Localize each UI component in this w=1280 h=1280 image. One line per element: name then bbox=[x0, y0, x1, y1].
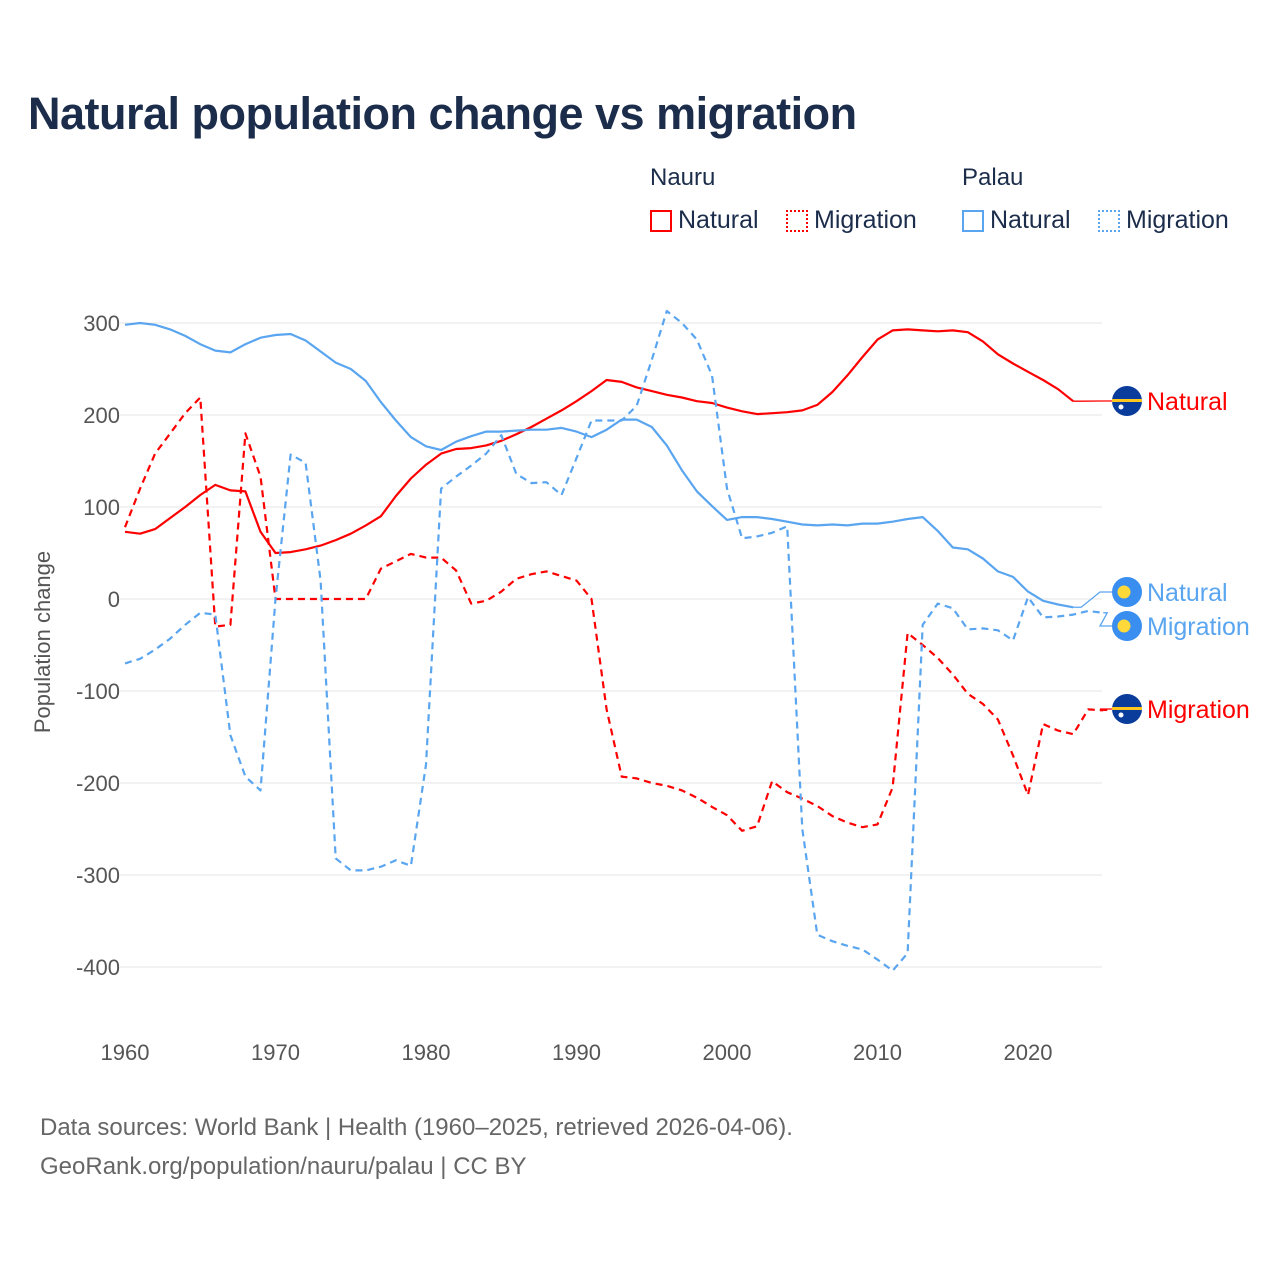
label-connector bbox=[1099, 708, 1112, 711]
nauru-flag-stripe bbox=[1112, 399, 1142, 402]
end-label-palau-natural: Natural bbox=[1147, 579, 1228, 607]
palau-flag-disc bbox=[1117, 585, 1131, 599]
x-tick-label: 1990 bbox=[552, 1040, 601, 1065]
chart-title: Natural population change vs migration bbox=[28, 88, 857, 139]
data-source: Data sources: World Bank | Health (1960–… bbox=[40, 1114, 793, 1141]
y-tick-label: -300 bbox=[76, 863, 120, 888]
y-tick-label: -200 bbox=[76, 771, 120, 796]
series-line-palau-natural bbox=[124, 321, 1074, 609]
legend-label: Natural bbox=[990, 206, 1071, 234]
nauru-flag-star bbox=[1118, 712, 1124, 718]
dotted-swatch-icon bbox=[786, 209, 808, 232]
legend-label: Natural bbox=[678, 206, 759, 234]
y-tick-label: 0 bbox=[108, 587, 120, 612]
series-line-palau-migration bbox=[124, 309, 1104, 972]
nauru-flag-star bbox=[1118, 404, 1124, 410]
source-link[interactable]: GeoRank.org/population/nauru/palau | CC … bbox=[40, 1153, 527, 1180]
legend-palau-migration[interactable]: Migration bbox=[1098, 206, 1229, 235]
x-tick-label: 2000 bbox=[703, 1040, 752, 1065]
palau-flag-disc bbox=[1117, 619, 1131, 633]
y-axis-label: Population change bbox=[30, 551, 55, 733]
legend-group-palau: Palau bbox=[962, 164, 1024, 191]
series-line-nauru-natural bbox=[124, 328, 1074, 555]
label-connector bbox=[1073, 591, 1112, 608]
x-tick-label: 2010 bbox=[853, 1040, 902, 1065]
solid-swatch-icon bbox=[650, 209, 672, 232]
footer: Data sources: World Bank | Health (1960–… bbox=[40, 1108, 793, 1186]
y-tick-label: 200 bbox=[83, 403, 120, 428]
y-tick-label: -100 bbox=[76, 679, 120, 704]
y-tick-label: 300 bbox=[83, 311, 120, 336]
legend-label: Migration bbox=[1126, 206, 1229, 234]
end-label-palau-migration: Migration bbox=[1147, 613, 1250, 641]
legend-label: Migration bbox=[814, 206, 917, 234]
x-tick-label: 2020 bbox=[1004, 1040, 1053, 1065]
legend-palau-natural[interactable]: Natural bbox=[962, 206, 1071, 235]
y-tick-label: 100 bbox=[83, 495, 120, 520]
x-tick-label: 1960 bbox=[101, 1040, 150, 1065]
legend-nauru-natural[interactable]: Natural bbox=[650, 206, 759, 235]
series-line-nauru-migration bbox=[123, 396, 1104, 832]
nauru-flag-stripe bbox=[1112, 707, 1142, 710]
label-connector bbox=[1098, 612, 1112, 627]
end-label-nauru-natural: Natural bbox=[1147, 388, 1228, 416]
dotted-swatch-icon bbox=[1098, 209, 1120, 232]
x-tick-label: 1980 bbox=[402, 1040, 451, 1065]
end-label-nauru-migration: Migration bbox=[1147, 696, 1250, 724]
y-tick-label: -400 bbox=[76, 955, 120, 980]
x-tick-label: 1970 bbox=[251, 1040, 300, 1065]
legend-group-nauru: Nauru bbox=[650, 164, 716, 191]
solid-swatch-icon bbox=[962, 209, 984, 232]
legend-nauru-migration[interactable]: Migration bbox=[786, 206, 917, 235]
